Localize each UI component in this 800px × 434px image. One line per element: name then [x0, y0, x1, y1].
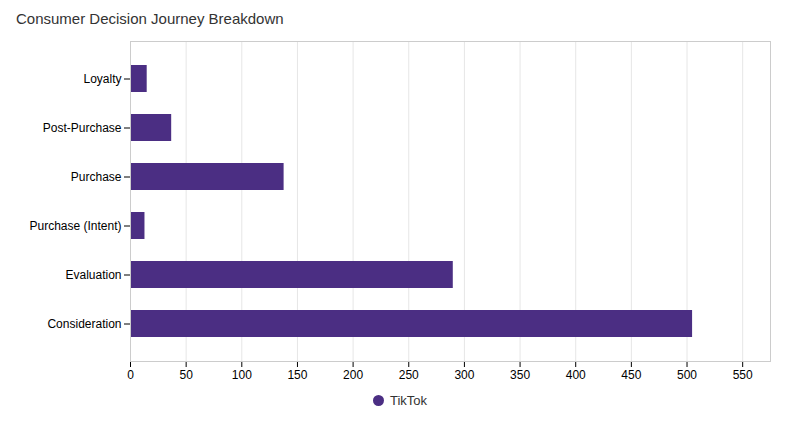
svg-text:350: 350 — [510, 368, 530, 382]
svg-text:400: 400 — [566, 368, 586, 382]
svg-text:Purchase: Purchase — [71, 170, 122, 184]
svg-text:Post-Purchase: Post-Purchase — [43, 121, 122, 135]
svg-text:50: 50 — [179, 368, 193, 382]
svg-text:250: 250 — [399, 368, 419, 382]
svg-text:450: 450 — [621, 368, 641, 382]
html-text:TikTok: TikTok — [390, 393, 427, 408]
svg-text:Evaluation: Evaluation — [65, 268, 121, 282]
svg-text:Consideration: Consideration — [47, 317, 121, 331]
svg-text:300: 300 — [454, 368, 474, 382]
html-text:Consumer Decision Journey Brea: Consumer Decision Journey Breakdown — [16, 10, 284, 27]
svg-text:Purchase (Intent): Purchase (Intent) — [29, 219, 121, 233]
svg-text:200: 200 — [343, 368, 363, 382]
svg-text:500: 500 — [677, 368, 697, 382]
svg-text:0: 0 — [127, 368, 134, 382]
svg-text:150: 150 — [287, 368, 307, 382]
svg-text:100: 100 — [232, 368, 252, 382]
svg-text:Loyalty: Loyalty — [83, 72, 121, 86]
svg-text:550: 550 — [733, 368, 753, 382]
